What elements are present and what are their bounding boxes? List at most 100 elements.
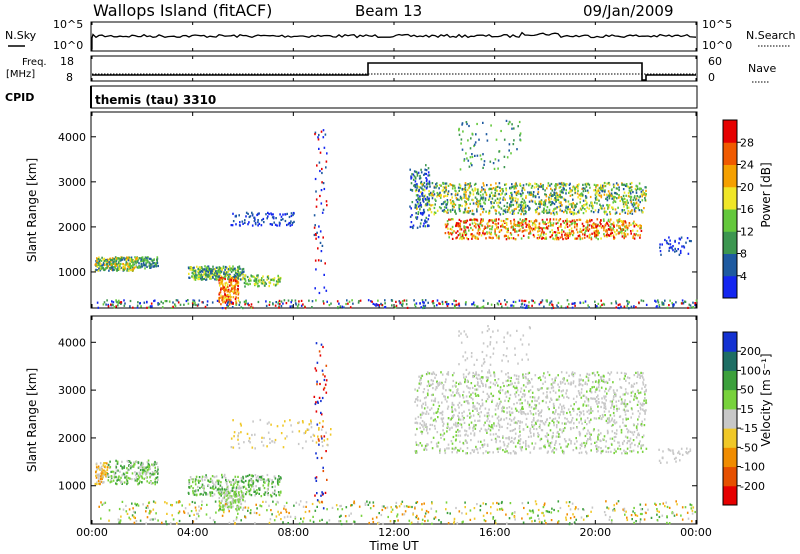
velocity-echo-cell <box>277 482 279 485</box>
power-echo-cell <box>311 306 313 309</box>
power-echo-cell <box>478 233 480 236</box>
power-echo-cell <box>587 304 589 307</box>
power-echo-cell <box>680 236 683 239</box>
power-echo-cell <box>422 301 424 304</box>
power-echo-cell <box>605 210 608 213</box>
power-echo-cell <box>619 199 621 202</box>
power-echo-cell <box>416 200 419 203</box>
power-echo-cell <box>422 306 424 310</box>
power-echo-cell <box>572 202 574 205</box>
power-echo-cell <box>205 269 207 272</box>
velocity-echo-cell <box>183 511 186 514</box>
velocity-echo-cell <box>339 520 342 523</box>
velocity-echo-cell <box>304 510 307 514</box>
power-echo-cell <box>491 228 493 231</box>
power-echo-cell <box>416 184 418 187</box>
power-echo-cell <box>280 218 282 221</box>
power-echo-cell <box>691 306 693 309</box>
power-echo-cell <box>428 208 430 211</box>
power-echo-cell <box>419 195 421 198</box>
power-echo-cell <box>317 259 320 262</box>
velocity-echo-cell <box>280 490 282 493</box>
velocity-echo-cell <box>269 518 272 521</box>
power-echo-cell <box>613 184 616 187</box>
power-echo-cell <box>626 207 629 210</box>
power-echo-cell <box>466 226 468 229</box>
power-echo-cell <box>203 272 205 275</box>
power-echo-cell <box>421 193 423 196</box>
power-echo-cell <box>613 225 615 228</box>
power-echo-cell <box>277 276 280 279</box>
velocity-echo-cell <box>528 517 531 520</box>
power-echo-cell <box>479 205 482 208</box>
power-echo-cell <box>423 195 425 198</box>
power-echo-cell <box>565 237 568 240</box>
power-echo-cell <box>459 184 462 187</box>
power-echo-cell <box>482 182 485 185</box>
velocity-echo-cell <box>338 515 341 518</box>
velocity-echo-cell <box>116 483 118 486</box>
velocity-echo-cell <box>219 492 222 496</box>
velocity-echo-cell <box>285 510 288 514</box>
power-echo-cell <box>111 303 114 306</box>
power-echo-cell <box>512 304 515 308</box>
velocity-echo-cell <box>122 508 125 511</box>
power-echo-cell <box>684 300 687 303</box>
power-echo-cell <box>475 133 477 136</box>
power-echo-cell <box>564 226 566 229</box>
power-echo-cell <box>526 229 528 232</box>
power-echo-cell <box>425 169 428 172</box>
power-echo-cell <box>577 185 579 188</box>
velocity-echo-cell <box>248 490 251 493</box>
power-echo-cell <box>596 190 598 193</box>
power-echo-cell <box>491 197 494 200</box>
power-echo-cell <box>437 193 439 196</box>
power-echo-cell <box>443 206 446 209</box>
power-echo-cell <box>447 303 450 306</box>
velocity-echo-cell <box>147 468 150 471</box>
velocity-echo-cell <box>149 509 151 512</box>
power-echo-cell <box>111 267 113 270</box>
velocity-echo-cell <box>194 493 196 496</box>
velocity-echo-cell <box>148 512 151 515</box>
power-echo-cell <box>549 230 551 234</box>
velocity-echo-cell <box>532 511 535 514</box>
velocity-echo-cell <box>110 480 113 483</box>
power-echo-cell <box>433 211 436 214</box>
power-echo-cell <box>615 306 618 309</box>
power-echo-cell <box>326 204 328 207</box>
power-echo-cell <box>626 228 629 231</box>
power-echo-cell <box>521 230 524 233</box>
power-echo-cell <box>481 186 483 189</box>
power-echo-cell <box>474 222 477 226</box>
power-echo-cell <box>662 302 665 305</box>
velocity-echo-cell <box>246 432 249 435</box>
velocity-echo-cell <box>175 501 178 504</box>
power-echo-cell <box>197 303 200 306</box>
power-echo-cell <box>614 208 617 211</box>
power-echo-cell <box>228 296 231 300</box>
power-echo-cell <box>237 272 240 275</box>
power-echo-cell <box>547 211 550 214</box>
power-echo-cell <box>444 200 446 203</box>
power-echo-cell <box>481 220 483 223</box>
power-echo-cell <box>631 185 633 189</box>
power-echo-cell <box>249 282 251 286</box>
power-echo-cell <box>534 196 537 199</box>
power-echo-cell <box>425 203 427 206</box>
velocity-echo-cell <box>321 425 324 428</box>
power-echo-cell <box>592 204 594 208</box>
power-echo-cell <box>503 209 506 213</box>
velocity-echo-cell <box>309 519 312 522</box>
power-echo-cell <box>621 232 623 235</box>
power-echo-cell <box>595 236 598 239</box>
power-echo-cell <box>625 235 627 238</box>
power-echo-cell <box>237 285 239 288</box>
velocity-echo-cell <box>263 493 266 496</box>
power-echo-cell <box>632 198 635 201</box>
power-echo-cell <box>128 262 131 265</box>
velocity-echo-cell <box>311 502 314 506</box>
power-echo-cell <box>244 221 246 224</box>
power-echo-cell <box>230 279 232 282</box>
power-echo-cell <box>572 213 575 216</box>
